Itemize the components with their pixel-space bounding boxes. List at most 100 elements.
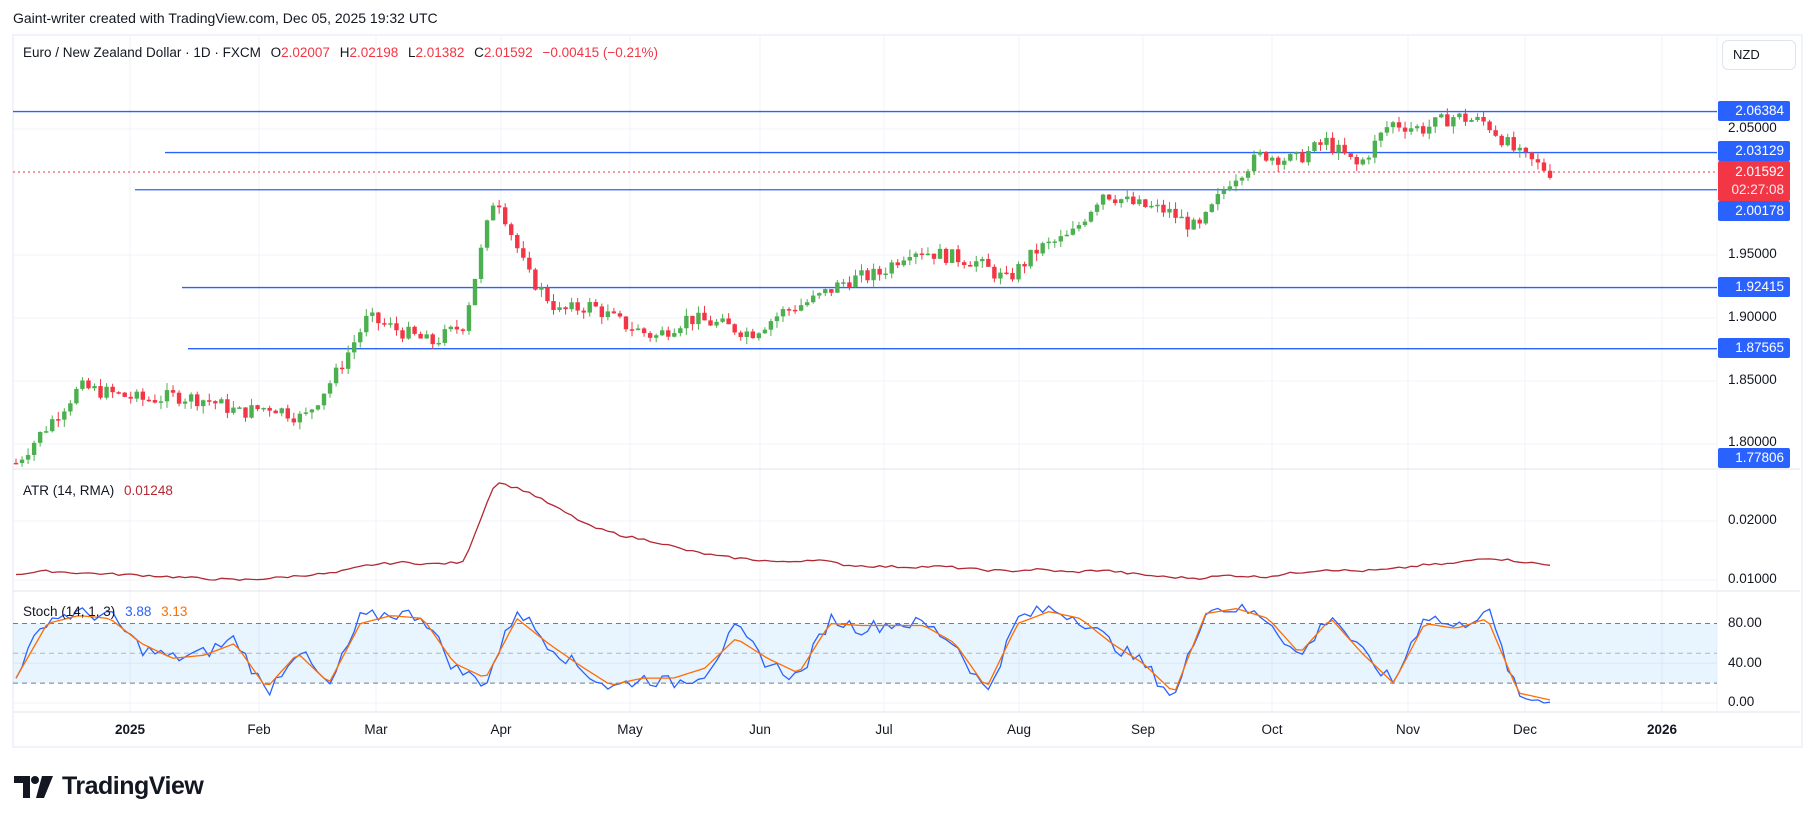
candle-body — [267, 407, 272, 411]
candle-body — [1499, 135, 1504, 146]
candle-body — [370, 312, 375, 316]
candle-body — [170, 390, 176, 393]
candle-body — [484, 220, 490, 248]
candle-body — [134, 391, 139, 399]
candle-body — [1378, 132, 1384, 141]
candle-body — [1433, 117, 1438, 127]
candle-body — [454, 326, 460, 330]
candle-body — [406, 326, 411, 339]
candle-body — [835, 282, 840, 293]
level-tag[interactable]: 2.00178 — [1718, 201, 1790, 221]
stoch-legend[interactable]: Stoch (14, 1, 3) 3.88 3.13 — [23, 604, 187, 619]
candle-body — [798, 305, 804, 311]
candle-body — [895, 262, 900, 266]
candle-body — [255, 405, 260, 410]
candle-body — [1511, 137, 1516, 151]
candle-body — [1396, 122, 1402, 128]
stoch-tick: 40.00 — [1728, 655, 1762, 670]
candle-body — [1028, 249, 1033, 267]
candle-body — [629, 329, 635, 331]
level-tag[interactable]: 1.87565 — [1718, 338, 1790, 358]
candle-body — [1010, 272, 1015, 280]
level-tag[interactable]: 1.92415 — [1718, 277, 1790, 297]
candle-body — [176, 392, 182, 404]
close-value: 2.01592 — [483, 45, 533, 60]
symbol-name[interactable]: Euro / New Zealand Dollar · 1D · FXCM — [23, 45, 261, 60]
candle-body — [871, 268, 876, 281]
candle-body — [647, 333, 653, 338]
candle-body — [122, 392, 127, 397]
candle-body — [1125, 196, 1130, 200]
candle-body — [1131, 196, 1136, 205]
candle-body — [847, 282, 852, 288]
candle-body — [1535, 159, 1541, 163]
candle-body — [460, 329, 466, 331]
candle-body — [943, 248, 949, 263]
candle-body — [732, 324, 737, 333]
candle-body — [1529, 152, 1535, 160]
time-tick: 2026 — [1646, 722, 1678, 737]
candle-body — [961, 262, 967, 265]
candle-body — [1294, 152, 1299, 155]
candle-body — [913, 253, 919, 257]
candle-body — [641, 328, 647, 334]
candle-body — [786, 309, 792, 311]
candle-body — [400, 330, 405, 339]
candle-body — [152, 400, 158, 403]
candle-body — [502, 207, 508, 225]
candle-body — [563, 307, 568, 310]
candle-body — [829, 289, 834, 293]
candle-body — [321, 393, 327, 406]
candle-body — [1282, 160, 1287, 165]
candle-body — [140, 391, 146, 400]
level-tag[interactable]: 2.06384 — [1718, 101, 1790, 121]
candle-body — [877, 268, 882, 275]
candle-body — [1354, 156, 1359, 165]
candle-body — [86, 380, 91, 389]
atr-tick: 0.01000 — [1728, 571, 1777, 586]
candle-body — [1420, 126, 1426, 134]
level-tag[interactable]: 2.03129 — [1718, 141, 1790, 161]
candle-body — [273, 410, 278, 414]
stoch-k-line — [15, 603, 1551, 704]
candle-body — [883, 273, 888, 276]
candle-body — [593, 302, 598, 307]
last-price-tag: 2.01592 02:27:08 — [1718, 161, 1790, 201]
candle-body — [1493, 130, 1498, 136]
candle-body — [31, 442, 37, 455]
candle-body — [1445, 114, 1450, 127]
candle-body — [249, 405, 254, 418]
candle-body — [1143, 199, 1148, 207]
candle-body — [521, 248, 526, 258]
candle-body — [720, 318, 725, 322]
candle-body — [261, 407, 266, 410]
open-value: 2.02007 — [281, 45, 330, 60]
currency-button[interactable]: NZD — [1722, 40, 1796, 70]
candle-body — [1004, 272, 1009, 275]
candle-body — [1439, 114, 1444, 118]
atr-value: 0.01248 — [124, 483, 173, 498]
tradingview-logo-icon — [14, 775, 53, 798]
level-tag[interactable]: 1.77806 — [1718, 448, 1790, 468]
candle-body — [666, 330, 671, 337]
candle-body — [696, 312, 701, 325]
candle-body — [1203, 211, 1208, 224]
time-tick: Jul — [875, 722, 893, 737]
candle-body — [865, 270, 870, 281]
candle-body — [768, 321, 774, 330]
candle-body — [623, 316, 629, 330]
candle-body — [237, 407, 242, 409]
tradingview-logo[interactable]: TradingView — [14, 772, 204, 801]
candle-body — [1052, 241, 1057, 243]
candle-body — [1523, 147, 1529, 153]
candle-body — [998, 272, 1003, 279]
candle-body — [1306, 150, 1311, 163]
candle-body — [19, 459, 25, 464]
candle-body — [980, 258, 985, 262]
atr-legend[interactable]: ATR (14, RMA) 0.01248 — [23, 483, 173, 498]
candle-body — [297, 413, 303, 423]
candle-body — [545, 287, 550, 302]
candle-body — [792, 309, 798, 312]
candle-body — [702, 312, 707, 321]
